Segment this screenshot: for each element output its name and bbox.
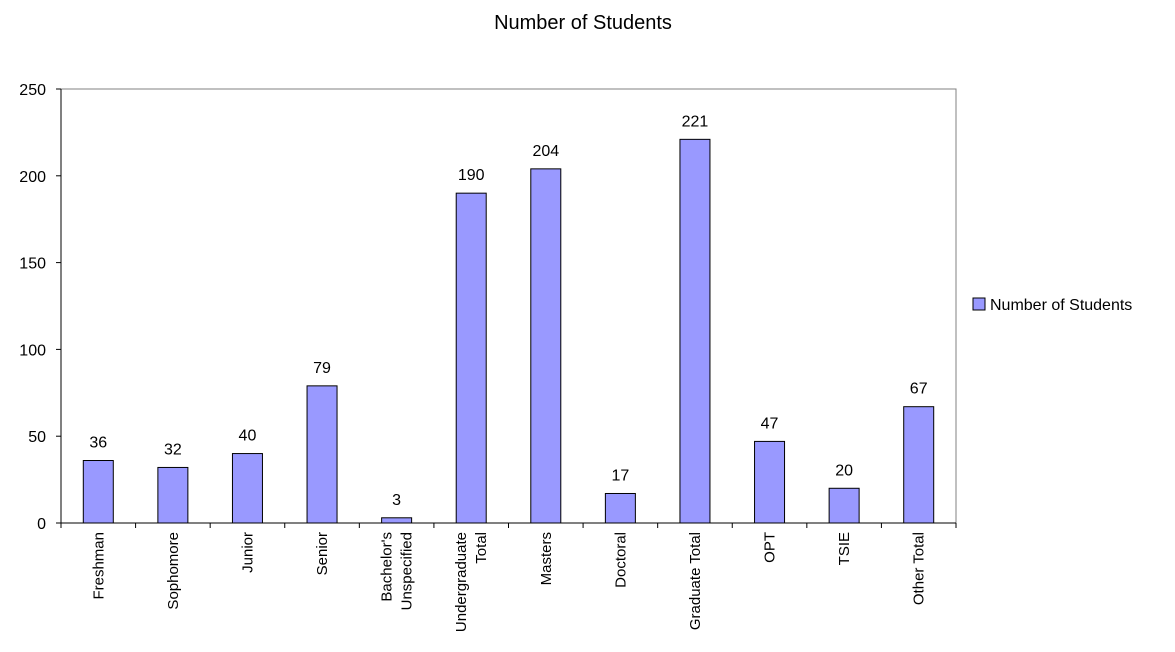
bar (828, 487, 860, 524)
category-label: TSIE (836, 532, 853, 565)
category-label: Sophomore (165, 532, 182, 610)
bar (530, 168, 562, 524)
bar (231, 453, 263, 524)
category-label: Undergraduate (453, 532, 470, 632)
category-label: Doctoral (612, 532, 629, 588)
data-label: 36 (89, 435, 107, 452)
y-tick-label: 0 (37, 516, 46, 533)
data-label: 67 (910, 381, 928, 398)
category-label: OPT (762, 532, 779, 563)
y-tick-label: 200 (19, 169, 46, 186)
data-label: 190 (458, 167, 485, 184)
category-label: Senior (314, 532, 331, 575)
category-label: Other Total (911, 532, 928, 605)
data-label: 3 (392, 492, 401, 509)
y-axis: 0 50 100 150 200 250 (19, 82, 62, 533)
y-tick-label: 100 (19, 342, 46, 359)
bar (306, 385, 338, 524)
chart-title: Number of Students (494, 12, 672, 34)
bar (604, 492, 636, 524)
y-tick-label: 50 (28, 429, 46, 446)
bar (679, 138, 711, 524)
data-label: 40 (239, 428, 257, 445)
category-label: Unspecified (399, 532, 416, 610)
data-label: 17 (611, 467, 629, 484)
bar (754, 440, 786, 524)
legend: Number of Students (972, 297, 1132, 314)
bars-group: 36 32 40 79 3 190 204 17 221 47 20 67 (82, 113, 935, 524)
y-tick-label: 250 (19, 82, 46, 99)
data-label: 221 (682, 113, 709, 130)
category-label: Bachelor's (379, 532, 396, 602)
x-axis: Freshman Sophomore Junior Senior Bachelor's U… (60, 522, 957, 632)
legend-label: Number of Students (990, 297, 1132, 314)
bar (157, 466, 189, 524)
y-tick-label: 150 (19, 256, 46, 273)
category-label: Junior (239, 532, 256, 573)
category-label: Freshman (90, 532, 107, 600)
data-label: 79 (313, 360, 331, 377)
bar (381, 517, 413, 524)
plot-area (60, 88, 957, 524)
data-label: 47 (761, 415, 779, 432)
category-label: Total (473, 532, 490, 564)
bar (455, 192, 487, 524)
bar (903, 406, 935, 524)
data-label: 20 (835, 462, 853, 479)
bar (82, 460, 114, 524)
data-label: 204 (532, 143, 559, 160)
legend-swatch (972, 297, 986, 311)
category-label: Graduate Total (687, 532, 704, 630)
data-label: 32 (164, 441, 182, 458)
category-label: Masters (538, 532, 555, 585)
